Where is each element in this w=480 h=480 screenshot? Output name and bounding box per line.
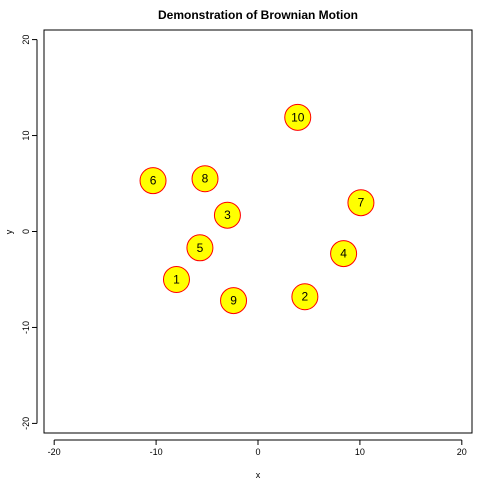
y-axis-label: y (4, 229, 14, 234)
data-point-label: 7 (358, 196, 365, 210)
y-tick-label: -10 (21, 321, 31, 334)
plot-frame (43, 29, 473, 434)
x-tick-label: 10 (355, 447, 365, 457)
x-tick-label: -10 (150, 447, 163, 457)
chart-title: Demonstration of Brownian Motion (158, 8, 358, 22)
y-tick-label: 10 (21, 131, 31, 141)
data-point-label: 9 (230, 294, 237, 308)
data-point-label: 10 (291, 110, 305, 124)
x-tick-label: 0 (255, 447, 260, 457)
data-point (191, 165, 219, 193)
y-tick-label: -20 (21, 417, 31, 430)
data-point-label: 8 (202, 172, 209, 186)
data-point (347, 189, 375, 217)
y-axis: -20 -10 0 10 20 (21, 35, 38, 430)
data-point (139, 167, 167, 195)
x-axis: -20 -10 0 10 20 (48, 439, 467, 457)
data-point-label: 6 (150, 174, 157, 188)
y-tick-label: 20 (21, 35, 31, 45)
data-point (220, 287, 248, 315)
x-tick-label: 20 (457, 447, 467, 457)
data-point-label: 4 (340, 247, 347, 261)
data-point (162, 265, 190, 293)
x-tick-label: -20 (48, 447, 61, 457)
data-point (291, 283, 319, 311)
data-point (186, 234, 214, 262)
data-point (330, 240, 358, 268)
data-point-label: 1 (173, 272, 180, 286)
data-point-label: 5 (197, 241, 204, 255)
data-point (213, 201, 241, 229)
y-tick-label: 0 (21, 229, 31, 234)
data-point-label: 3 (224, 208, 231, 222)
data-point-label: 2 (302, 290, 309, 304)
data-point (284, 103, 312, 131)
x-axis-label: x (256, 470, 261, 480)
data-points: 1 2 3 4 5 6 7 8 9 10 (139, 103, 375, 315)
